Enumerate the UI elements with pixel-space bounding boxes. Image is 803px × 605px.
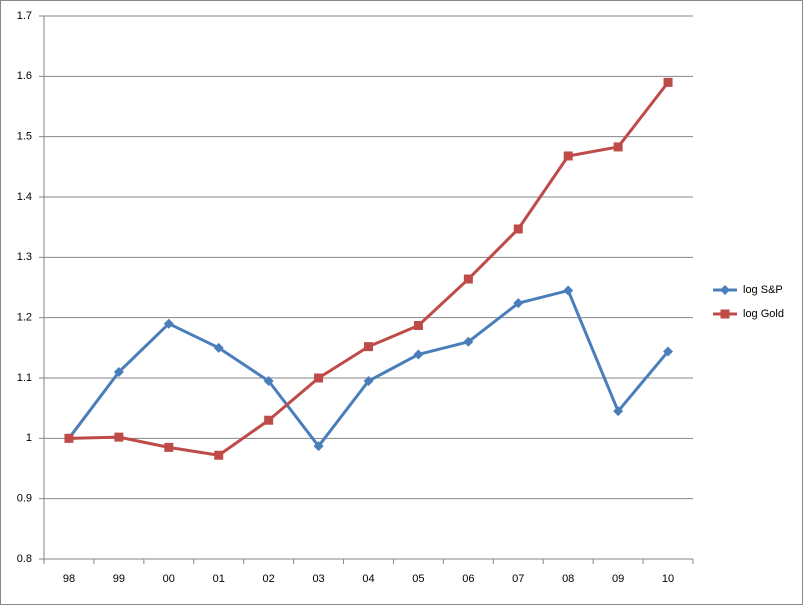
data-point xyxy=(613,142,623,152)
data-point xyxy=(214,450,224,460)
data-point xyxy=(313,441,324,452)
x-tick-label: 06 xyxy=(462,573,474,585)
data-point xyxy=(364,342,373,352)
data-point xyxy=(463,336,474,347)
x-tick-label: 05 xyxy=(412,573,424,585)
y-tick-label: 1.5 xyxy=(17,131,32,143)
x-tick-label: 04 xyxy=(362,573,374,585)
data-point xyxy=(563,285,574,296)
legend-marker xyxy=(720,285,730,295)
data-point xyxy=(613,406,624,417)
data-point xyxy=(164,442,174,452)
x-tick-label: 08 xyxy=(562,573,574,585)
legend-label: log Gold xyxy=(743,308,784,320)
data-point xyxy=(513,298,524,309)
x-tick-label: 07 xyxy=(512,573,524,585)
data-point xyxy=(314,373,324,383)
data-point xyxy=(114,432,124,442)
data-point xyxy=(264,415,274,425)
data-point xyxy=(563,151,573,161)
data-point xyxy=(113,366,124,377)
data-point xyxy=(413,349,424,360)
x-tick-label: 99 xyxy=(113,573,125,585)
y-tick-label: 1.2 xyxy=(17,312,32,324)
x-tick-label: 00 xyxy=(163,573,175,585)
y-tick-label: 0.9 xyxy=(17,493,32,505)
y-tick-label: 1.3 xyxy=(17,251,32,263)
data-point xyxy=(513,224,523,234)
x-tick-label: 03 xyxy=(312,573,324,585)
data-point xyxy=(663,346,674,357)
y-tick-label: 1 xyxy=(26,432,32,444)
x-tick-label: 09 xyxy=(612,573,624,585)
data-point xyxy=(263,376,274,387)
y-tick-label: 1.1 xyxy=(17,372,32,384)
x-tick-label: 10 xyxy=(662,573,674,585)
x-tick-label: 98 xyxy=(63,573,75,585)
y-tick-label: 1.6 xyxy=(17,70,32,82)
x-tick-label: 02 xyxy=(263,573,275,585)
x-tick-label: 01 xyxy=(213,573,225,585)
data-point xyxy=(163,318,174,329)
data-point xyxy=(413,321,423,331)
legend-marker xyxy=(720,309,730,319)
data-point xyxy=(663,77,673,87)
data-point xyxy=(64,433,74,443)
y-tick-label: 0.8 xyxy=(17,553,32,565)
y-tick-label: 1.7 xyxy=(17,10,32,22)
legend-label: log S&P xyxy=(743,284,783,296)
data-point xyxy=(463,274,473,284)
y-tick-label: 1.4 xyxy=(17,191,32,203)
data-point xyxy=(363,376,374,387)
data-point xyxy=(213,342,224,353)
